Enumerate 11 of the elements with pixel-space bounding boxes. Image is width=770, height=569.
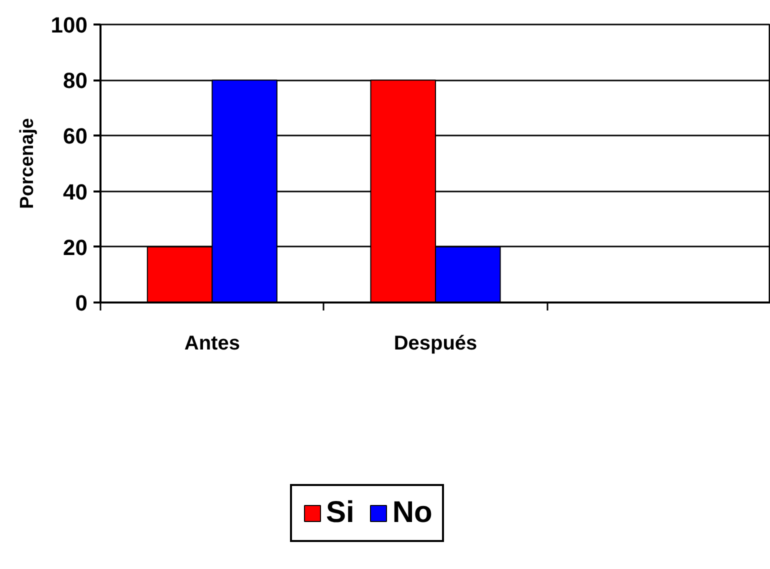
y-tick-label: 80 — [63, 68, 88, 94]
y-tick-label: 60 — [63, 124, 88, 149]
y-tick-label: 20 — [63, 234, 88, 260]
y-axis-title: Porcenaje — [16, 118, 38, 209]
y-tick-label: 100 — [50, 12, 88, 38]
x-tick-label: Después — [394, 332, 478, 354]
legend-label: Si — [326, 496, 354, 530]
x-tick-label: Antes — [184, 332, 240, 354]
y-tick-label: 40 — [63, 179, 88, 204]
legend-label: No — [392, 496, 432, 530]
y-tick-label: 0 — [75, 290, 88, 316]
